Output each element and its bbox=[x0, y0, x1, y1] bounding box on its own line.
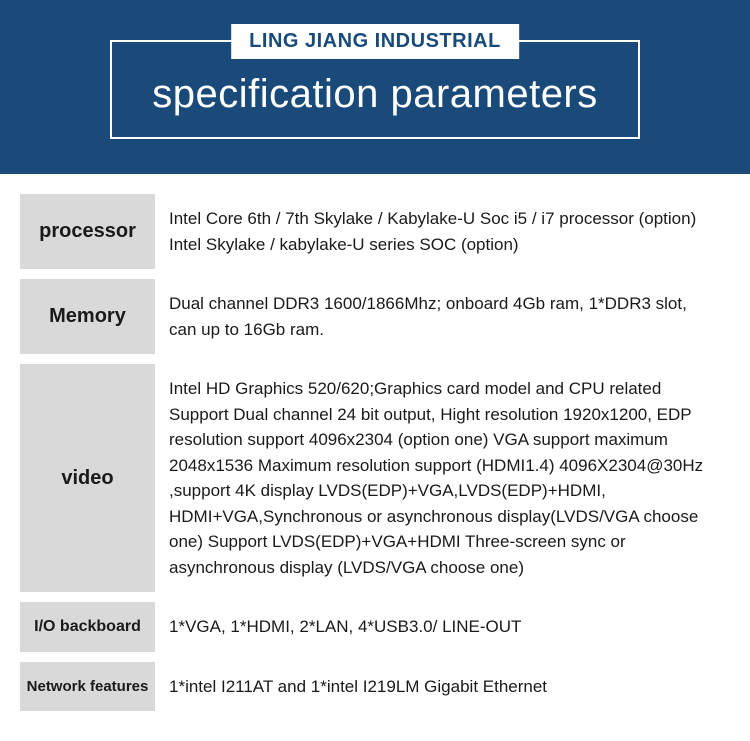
title-badge: LING JIANG INDUSTRIAL bbox=[231, 24, 519, 59]
spec-row-processor: processor Intel Core 6th / 7th Skylake /… bbox=[20, 194, 730, 269]
spec-value: Dual channel DDR3 1600/1866Mhz; onboard … bbox=[155, 279, 730, 354]
spec-table: processor Intel Core 6th / 7th Skylake /… bbox=[0, 174, 750, 741]
title-box: LING JIANG INDUSTRIAL specification para… bbox=[110, 40, 640, 139]
header-band: LING JIANG INDUSTRIAL specification para… bbox=[0, 0, 750, 174]
spec-row-network: Network features 1*intel I211AT and 1*in… bbox=[20, 662, 730, 712]
spec-label: Network features bbox=[20, 662, 155, 712]
spec-label: processor bbox=[20, 194, 155, 269]
title-text: specification parameters bbox=[152, 72, 598, 117]
spec-label: video bbox=[20, 364, 155, 592]
spec-row-video: video Intel HD Graphics 520/620;Graphics… bbox=[20, 364, 730, 592]
spec-value: Intel Core 6th / 7th Skylake / Kabylake-… bbox=[155, 194, 730, 269]
spec-row-io: I/O backboard 1*VGA, 1*HDMI, 2*LAN, 4*US… bbox=[20, 602, 730, 652]
spec-label: I/O backboard bbox=[20, 602, 155, 652]
spec-value: 1*intel I211AT and 1*intel I219LM Gigabi… bbox=[155, 662, 730, 712]
spec-value: 1*VGA, 1*HDMI, 2*LAN, 4*USB3.0/ LINE-OUT bbox=[155, 602, 730, 652]
spec-row-memory: Memory Dual channel DDR3 1600/1866Mhz; o… bbox=[20, 279, 730, 354]
spec-label: Memory bbox=[20, 279, 155, 354]
spec-value: Intel HD Graphics 520/620;Graphics card … bbox=[155, 364, 730, 592]
